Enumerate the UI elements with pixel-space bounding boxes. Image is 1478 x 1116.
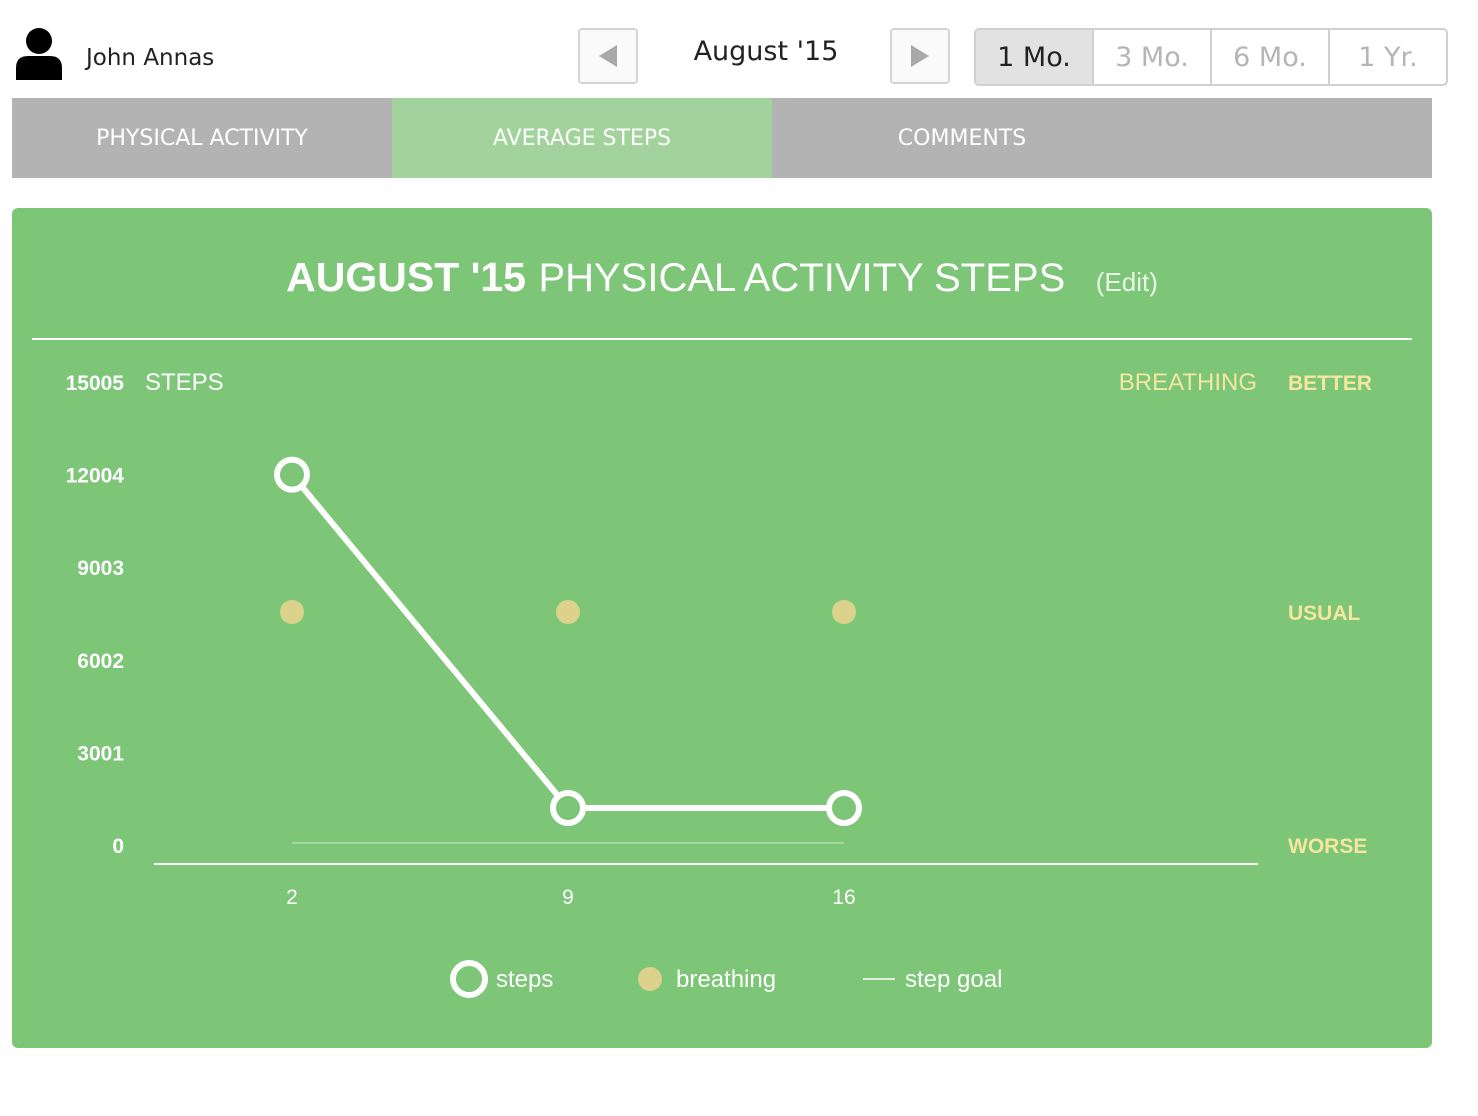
- breathing-level-label: BETTER: [1288, 372, 1372, 395]
- legend-breathing-label: breathing: [676, 966, 776, 993]
- legend-breathing-marker: [638, 967, 662, 991]
- tab-average-steps[interactable]: AVERAGE STEPS: [392, 98, 772, 178]
- breathing-point: [832, 600, 856, 624]
- y-tick-label: 12004: [66, 465, 125, 488]
- breathing-point: [556, 600, 580, 624]
- breathing-point: [280, 600, 304, 624]
- range-3-months-button[interactable]: 3 Mo.: [1092, 30, 1210, 84]
- range-1-month-button[interactable]: 1 Mo.: [976, 30, 1092, 84]
- triangle-right-icon: [911, 45, 929, 67]
- next-month-button[interactable]: [890, 28, 950, 84]
- title-divider: [32, 338, 1412, 340]
- x-tick-label: 2: [286, 886, 298, 909]
- y-tick-label: 9003: [77, 557, 124, 580]
- legend-step-goal-label: step goal: [905, 966, 1002, 993]
- chart-title-month: AUGUST '15: [286, 254, 526, 300]
- x-tick-label: 9: [562, 886, 574, 909]
- steps-chart: 0 3001 6002 9003 12004 15005 STEPS BREATHING WOR…: [66, 369, 1372, 998]
- steps-point: [550, 789, 586, 826]
- user-info: John Annas: [16, 28, 214, 80]
- y-tick-label: 15005: [66, 372, 125, 395]
- chart-title-text: PHYSICAL ACTIVITY STEPS: [538, 256, 1066, 300]
- y-tick-label: 6002: [77, 650, 124, 673]
- right-axis-label: BREATHING: [1119, 369, 1257, 396]
- breathing-level-label: USUAL: [1288, 602, 1361, 625]
- chart-title: AUGUST '15 PHYSICAL ACTIVITY STEPS (Edit…: [12, 254, 1432, 301]
- y-axis-label: STEPS: [145, 369, 224, 396]
- legend-steps-label: steps: [496, 966, 553, 993]
- previous-month-button[interactable]: [578, 28, 638, 84]
- user-icon: [16, 28, 62, 80]
- user-name: John Annas: [86, 45, 215, 71]
- x-tick-label: 16: [832, 886, 855, 909]
- steps-point: [274, 456, 310, 493]
- current-period-label: August '15: [693, 36, 839, 67]
- tab-bar: PHYSICAL ACTIVITY AVERAGE STEPS COMMENTS: [12, 98, 1432, 178]
- y-tick-label: 0: [112, 835, 124, 858]
- range-1-year-button[interactable]: 1 Yr.: [1328, 30, 1446, 84]
- legend-steps-marker: [450, 960, 488, 998]
- steps-point: [826, 789, 862, 826]
- edit-link[interactable]: (Edit): [1095, 267, 1158, 297]
- chart-panel: AUGUST '15 PHYSICAL ACTIVITY STEPS (Edit…: [12, 208, 1432, 1048]
- tab-comments[interactable]: COMMENTS: [897, 125, 1027, 151]
- steps-line: [289, 472, 844, 811]
- range-selector: 1 Mo. 3 Mo. 6 Mo. 1 Yr.: [974, 28, 1448, 86]
- range-6-months-button[interactable]: 6 Mo.: [1210, 30, 1328, 84]
- y-tick-label: 3001: [77, 742, 124, 765]
- triangle-left-icon: [599, 45, 617, 67]
- breathing-level-label: WORSE: [1288, 835, 1367, 858]
- tab-physical-activity[interactable]: PHYSICAL ACTIVITY: [96, 125, 308, 151]
